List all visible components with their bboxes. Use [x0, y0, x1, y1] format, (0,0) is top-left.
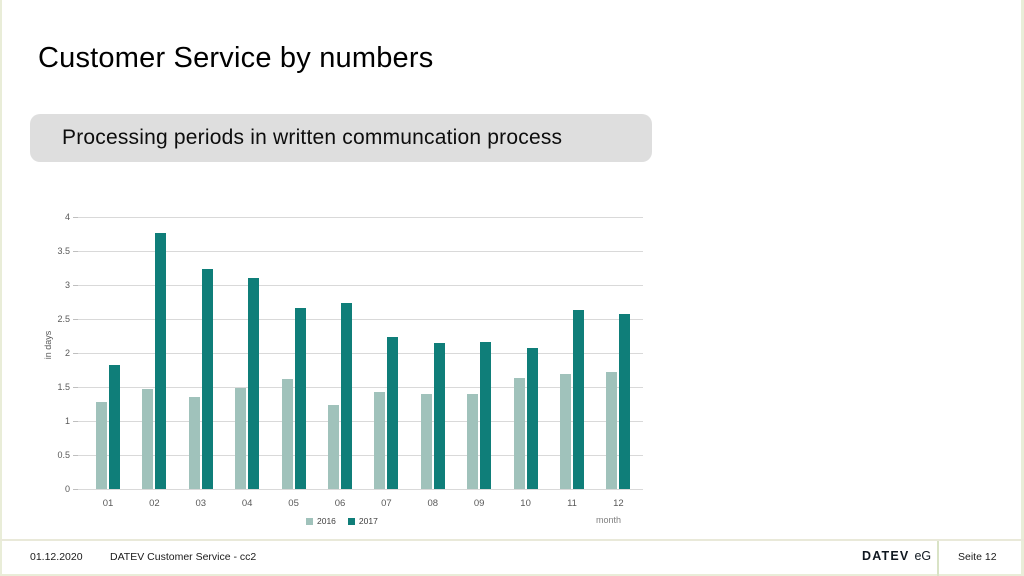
slide-border-right: [1021, 0, 1024, 576]
bar-2016-01: [96, 401, 107, 489]
gridline-3.5: [78, 251, 643, 252]
bar-2017-02: [155, 232, 167, 489]
y-tick-label-4: 4: [64, 212, 70, 222]
chart-legend: 2016 2017: [306, 516, 378, 526]
bar-2017-01: [109, 365, 120, 489]
brand-logo: DATEV eG: [862, 549, 931, 563]
gridline-0.5: [78, 455, 643, 456]
y-tick-mark: [73, 455, 78, 456]
x-axis-title: month: [596, 515, 622, 525]
x-tick-label-09: 09: [473, 498, 485, 509]
y-tick-label-3.5: 3.5: [57, 246, 70, 256]
legend-label-2017: 2017: [358, 516, 378, 526]
x-tick-label-05: 05: [288, 498, 299, 509]
y-tick-mark: [73, 217, 78, 218]
y-tick-label-0.5: 0.5: [57, 450, 70, 460]
bar-2016-03: [188, 396, 200, 489]
x-tick-label-08: 08: [427, 498, 439, 509]
bar-2016-04: [235, 388, 247, 489]
x-tick-label-01: 01: [102, 498, 114, 509]
y-tick-mark: [73, 421, 78, 422]
bar-2017-05: [294, 308, 306, 489]
bar-2016-09: [467, 393, 479, 489]
legend-item-2017: 2017: [347, 516, 378, 526]
bar-2016-08: [420, 394, 432, 489]
footer-doc-title: DATEV Customer Service - cc2: [110, 551, 257, 563]
y-tick-label-0: 0: [64, 484, 70, 494]
x-tick-label-11: 11: [567, 498, 577, 509]
bar-2016-12: [606, 372, 618, 489]
bar-2017-03: [201, 269, 213, 489]
y-tick-label-2: 2: [64, 348, 70, 358]
bar-2017-09: [480, 342, 492, 489]
bar-2017-06: [341, 303, 352, 489]
bar-2017-08: [433, 342, 445, 489]
bar-2017-04: [248, 277, 260, 489]
footer-date: 01.12.2020: [30, 551, 83, 563]
legend-swatch-2017: [347, 517, 355, 525]
y-tick-mark: [73, 251, 78, 252]
slide-border-bottom: [0, 574, 1024, 576]
x-tick-label-02: 02: [149, 498, 160, 509]
gridline-2: [78, 353, 643, 354]
bar-2016-11: [560, 374, 571, 489]
gridline-2.5: [78, 319, 643, 320]
x-tick-label-04: 04: [241, 498, 253, 509]
gridline-4: [78, 217, 643, 218]
slide-border-left: [0, 0, 2, 576]
x-tick-label-07: 07: [381, 498, 392, 509]
y-tick-mark: [73, 319, 78, 320]
bar-2016-02: [142, 389, 154, 489]
x-tick-label-10: 10: [520, 498, 531, 509]
y-tick-mark: [73, 353, 78, 354]
y-tick-mark: [73, 285, 78, 286]
page-number: Seite 12: [958, 551, 997, 563]
y-tick-mark: [73, 489, 78, 490]
gridline-1.5: [78, 387, 643, 388]
gridline-1: [78, 421, 643, 422]
footer-divider: [937, 541, 939, 576]
y-axis-title: in days: [43, 330, 53, 360]
subtitle-box: Processing periods in written communcati…: [30, 114, 652, 162]
bar-2017-07: [387, 336, 399, 489]
legend-label-2016: 2016: [317, 516, 336, 526]
x-tick-label-03: 03: [195, 498, 207, 509]
slide-title: Customer Service by numbers: [38, 42, 434, 74]
brand-suffix: eG: [914, 549, 932, 563]
y-tick-label-3: 3: [64, 280, 70, 290]
bar-2016-10: [513, 378, 525, 489]
x-tick-label-12: 12: [613, 498, 624, 509]
y-tick-label-2.5: 2.5: [57, 314, 70, 324]
gridline-0: [78, 489, 643, 490]
x-tick-label-06: 06: [334, 498, 346, 509]
subtitle-text: Processing periods in written communcati…: [62, 126, 563, 149]
bar-2017-10: [526, 348, 538, 489]
gridline-3: [78, 285, 643, 286]
bar-2016-07: [374, 392, 386, 489]
legend-item-2016: 2016: [306, 516, 336, 526]
bar-2016-06: [328, 404, 339, 489]
y-tick-mark: [73, 387, 78, 388]
bar-2016-05: [281, 378, 293, 489]
brand-name: DATEV: [862, 549, 910, 563]
footer-separator: [0, 539, 1024, 541]
bar-2017-12: [619, 313, 631, 489]
legend-swatch-2016: [306, 517, 313, 525]
y-tick-label-1.5: 1.5: [57, 382, 70, 392]
bar-2017-11: [573, 310, 584, 489]
y-tick-label-1: 1: [64, 416, 70, 426]
